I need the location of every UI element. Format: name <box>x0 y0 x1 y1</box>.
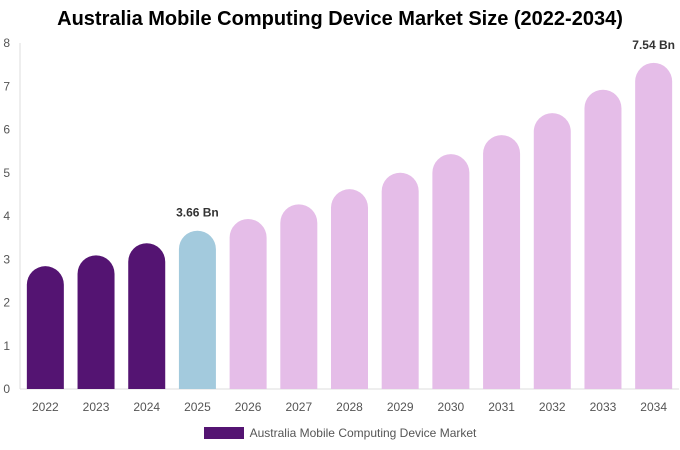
x-tick-label: 2029 <box>387 400 414 414</box>
y-tick-label: 1 <box>3 339 10 353</box>
bar <box>229 219 267 389</box>
bar <box>331 189 368 389</box>
x-tick-label: 2027 <box>285 400 312 414</box>
x-tick-label: 2031 <box>488 400 515 414</box>
bar <box>178 230 216 389</box>
x-tick-label: 2023 <box>83 400 110 414</box>
bar <box>280 204 318 389</box>
x-tick-label: 2028 <box>336 400 363 414</box>
y-tick-label: 7 <box>3 79 10 93</box>
bar <box>381 172 419 389</box>
bar <box>533 113 571 389</box>
legend-swatch <box>203 427 244 439</box>
x-tick-label: 2022 <box>32 400 59 414</box>
bar <box>584 89 622 390</box>
data-label: 7.54 Bn <box>632 38 675 52</box>
legend-label: Australia Mobile Computing Device Market <box>249 426 477 440</box>
y-tick-label: 6 <box>3 123 10 137</box>
legend: Australia Mobile Computing Device Market <box>0 426 680 440</box>
bar <box>483 135 521 389</box>
bar <box>128 243 166 389</box>
chart-title: Australia Mobile Computing Device Market… <box>57 8 623 30</box>
x-tick-label: 2025 <box>184 400 211 414</box>
x-tick-label: 2032 <box>539 400 566 414</box>
bar <box>77 255 115 389</box>
bar <box>635 62 673 390</box>
y-tick-label: 8 <box>3 36 10 50</box>
y-tick-label: 0 <box>3 382 10 396</box>
bar <box>26 266 64 389</box>
data-label: 3.66 Bn <box>176 206 219 220</box>
y-tick-label: 5 <box>3 166 10 180</box>
x-tick-label: 2030 <box>438 400 465 414</box>
y-tick-label: 2 <box>3 296 10 310</box>
y-tick-label: 4 <box>3 209 10 223</box>
bar <box>432 154 470 389</box>
x-tick-label: 2033 <box>590 400 617 414</box>
x-tick-label: 2026 <box>235 400 262 414</box>
y-tick-label: 3 <box>3 252 10 266</box>
x-tick-label: 2024 <box>133 400 160 414</box>
x-tick-label: 2034 <box>640 400 667 414</box>
